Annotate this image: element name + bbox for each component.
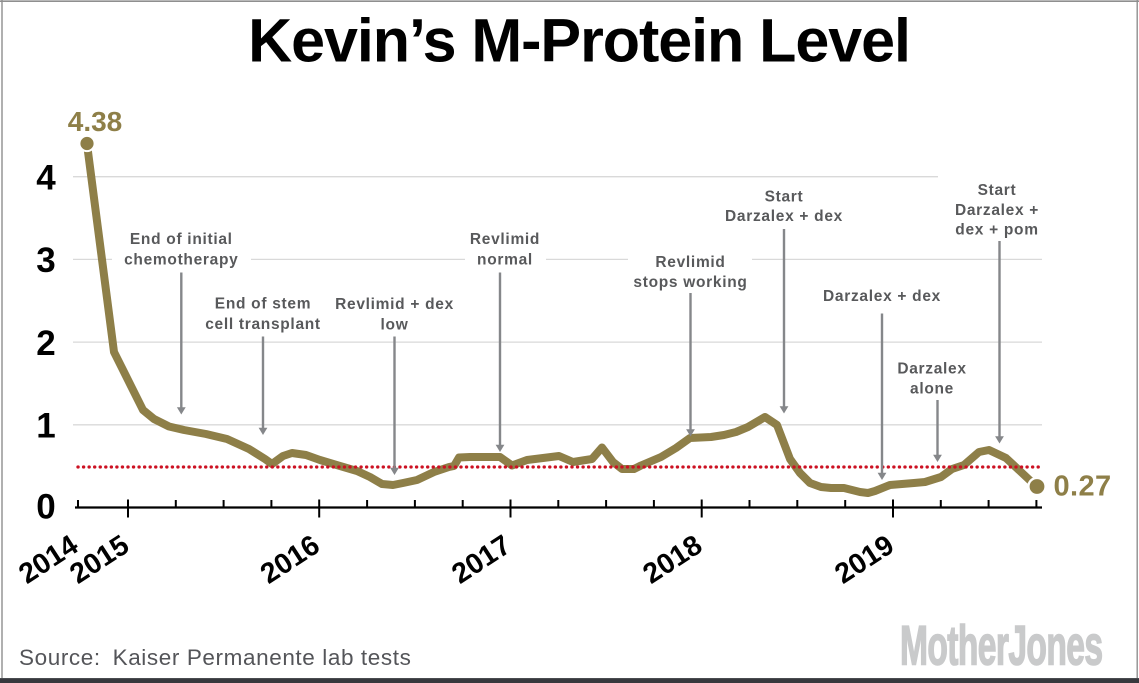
svg-text:2: 2 bbox=[36, 324, 55, 363]
svg-text:3: 3 bbox=[36, 241, 55, 280]
svg-text:1: 1 bbox=[36, 407, 55, 446]
svg-text:Source: Kaiser Permanente lab: Source: Kaiser Permanente lab tests bbox=[19, 645, 411, 670]
svg-text:0.27: 0.27 bbox=[1054, 471, 1112, 503]
svg-text:4: 4 bbox=[36, 159, 56, 198]
svg-text:4.38: 4.38 bbox=[68, 106, 123, 137]
svg-text:Kevin’s M-Protein Level: Kevin’s M-Protein Level bbox=[248, 7, 910, 75]
svg-text:0: 0 bbox=[36, 488, 55, 527]
svg-text:Darzalex + dex: Darzalex + dex bbox=[823, 288, 941, 305]
svg-text:MotherJones: MotherJones bbox=[900, 614, 1102, 677]
